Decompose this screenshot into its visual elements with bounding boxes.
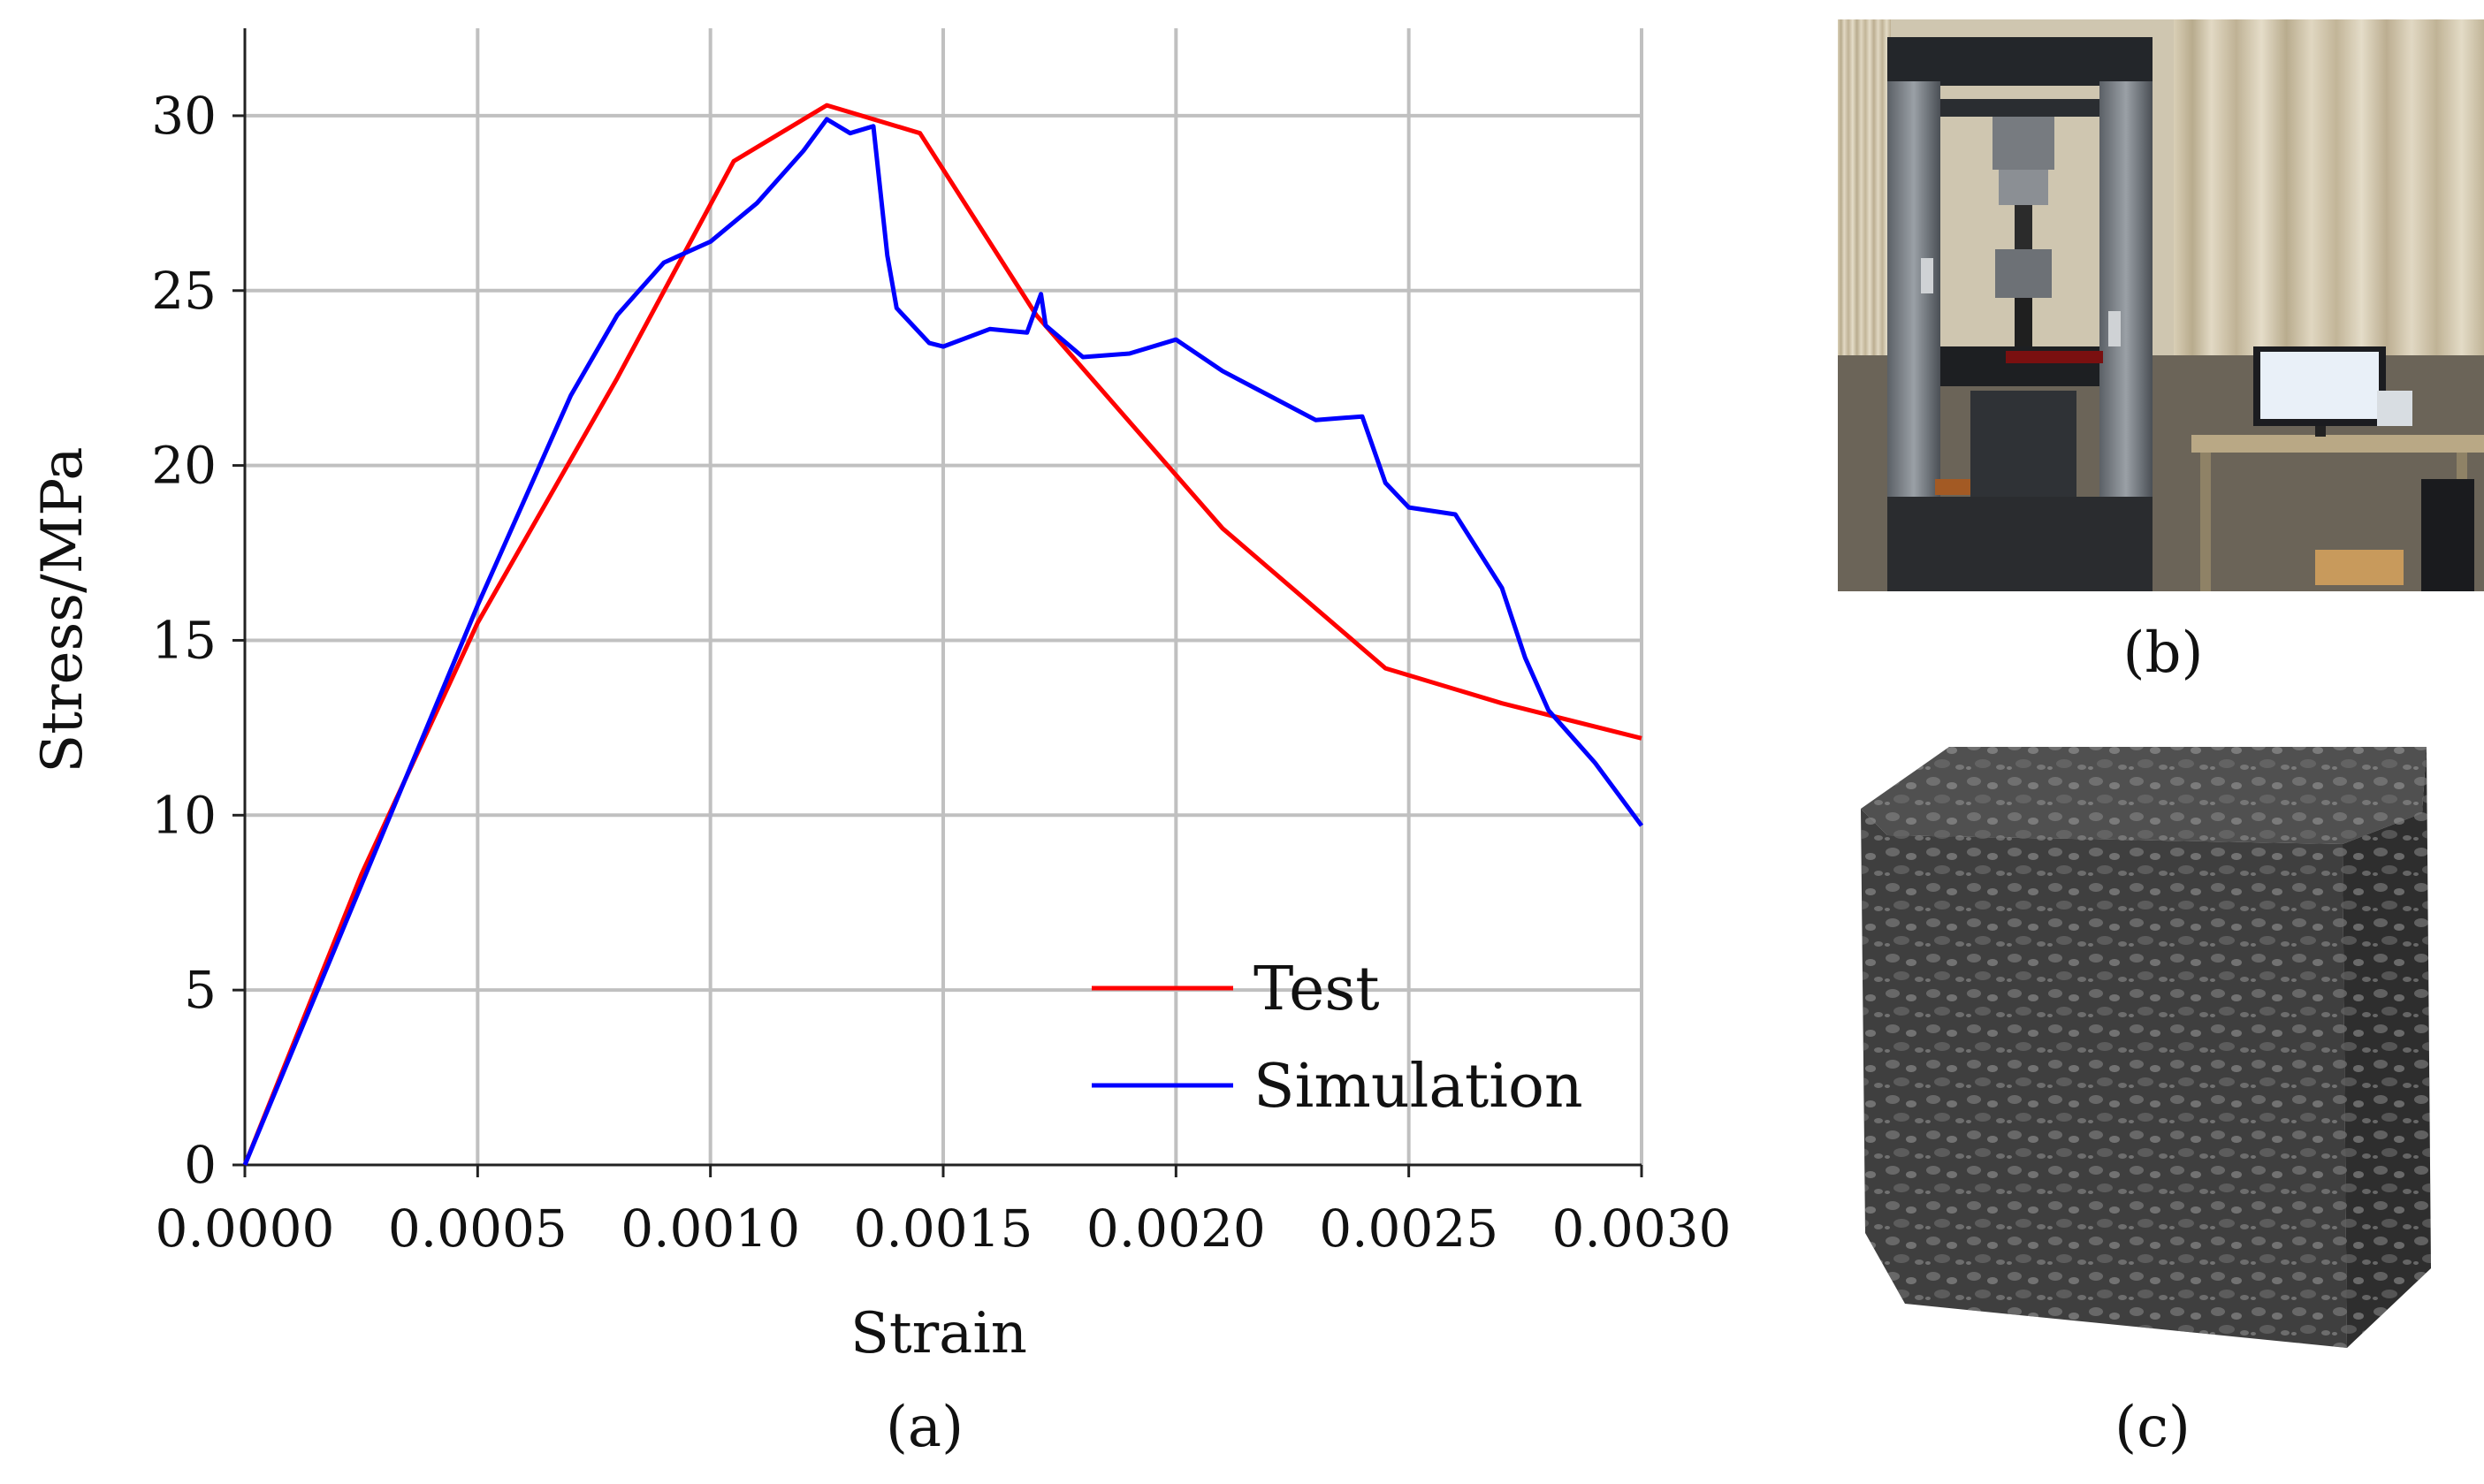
x-axis-title: Strain [850, 1301, 1027, 1366]
y-tick-label: 30 [151, 86, 217, 146]
legend-label-test: Test [1253, 955, 1380, 1024]
x-tick-label: 0.0010 [621, 1199, 800, 1259]
specimen-cube-illustration [1861, 747, 2431, 1348]
series-lines [242, 103, 1644, 1166]
series-line-simulation [242, 117, 1644, 1166]
grid-lines [245, 28, 1643, 1165]
specimen-cube-photo [1843, 738, 2444, 1352]
x-tick-label: 0.0000 [156, 1199, 335, 1259]
y-axis-title: Stress/MPa [30, 446, 95, 772]
x-tick-label: 0.0025 [1319, 1199, 1498, 1259]
axes [232, 28, 1643, 1177]
y-tick-label: 25 [151, 261, 217, 321]
tick-labels: 0.0000 0.0005 0.0010 0.0015 0.0020 0.0025 0.00… [151, 86, 1731, 1259]
y-tick-label: 0 [184, 1135, 217, 1195]
panel-label-a: (a) [885, 1395, 964, 1460]
series-line-test [242, 103, 1642, 1166]
x-tick-label: 0.0005 [388, 1199, 568, 1259]
panel-label-c: (c) [2114, 1395, 2191, 1460]
x-tick-label: 0.0030 [1552, 1199, 1732, 1259]
panel-label-b: (b) [2122, 620, 2204, 686]
testing-machine-illustration [1838, 19, 2484, 591]
y-tick-label: 20 [151, 436, 217, 496]
x-tick-label: 0.0020 [1086, 1199, 1266, 1259]
x-tick-label: 0.0015 [854, 1199, 1033, 1259]
legend-label-simulation: Simulation [1253, 1052, 1583, 1122]
legend: Test Simulation [1092, 955, 1583, 1122]
y-tick-label: 15 [151, 610, 217, 670]
testing-machine-photo [1838, 19, 2484, 591]
y-tick-label: 5 [184, 960, 217, 1020]
y-tick-label: 10 [151, 785, 217, 845]
